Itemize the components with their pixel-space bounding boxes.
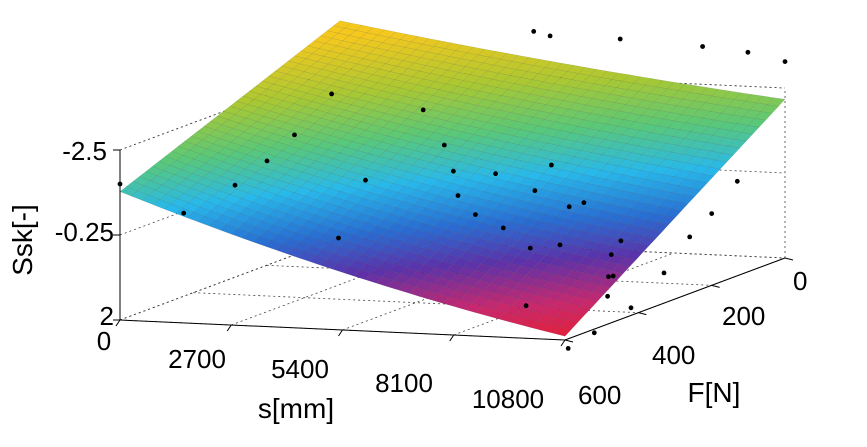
y-grid-line [266, 264, 712, 286]
data-point [557, 242, 563, 248]
data-point [605, 293, 610, 299]
data-point [549, 162, 554, 168]
data-point [292, 132, 297, 138]
data-point [608, 252, 614, 258]
data-point [363, 177, 368, 183]
data-point [500, 225, 506, 231]
x-tick-mark [338, 329, 343, 337]
scatter-points [117, 29, 788, 351]
data-point [232, 182, 238, 188]
x-tick-label: 2700 [168, 344, 226, 374]
data-point [523, 303, 529, 309]
z-tick-label: 2 [100, 301, 114, 331]
y-axis-title: F[N] [688, 377, 741, 408]
x-tick-mark [560, 339, 566, 347]
x-grid-line [453, 252, 674, 336]
y-tick-mark [784, 257, 794, 261]
axes-front-frame [113, 149, 794, 347]
x-tick-mark [115, 319, 121, 327]
y-tick-mark [711, 284, 720, 288]
data-point [336, 235, 341, 241]
y-grid-line [339, 237, 786, 259]
data-point [617, 36, 623, 42]
surface-patch [553, 326, 572, 337]
data-point [451, 168, 456, 174]
z-grid-line [339, 67, 786, 89]
data-point [473, 212, 478, 218]
data-point [117, 181, 123, 187]
x-tick-mark [449, 334, 455, 342]
y-tick-label: 200 [722, 301, 765, 331]
data-point [709, 211, 715, 217]
z-tick-label: -2.5 [62, 136, 107, 166]
data-point [532, 188, 538, 194]
y-tick-label: 600 [578, 380, 621, 410]
x-axis-ticks: 0 2700 5400 8100 10800 [97, 326, 544, 414]
x-axis-title: s[mm] [258, 393, 334, 424]
data-point [565, 346, 571, 351]
data-point [547, 33, 553, 39]
data-point [420, 107, 426, 113]
z-tick-label: -0.25 [55, 217, 114, 247]
data-point [700, 44, 705, 49]
x-tick-label: 8100 [375, 368, 433, 398]
y-tick-mark [564, 339, 574, 343]
data-point [610, 273, 616, 279]
data-point [745, 49, 751, 55]
data-point [618, 238, 624, 244]
data-point [527, 245, 533, 251]
data-point [531, 29, 537, 34]
x-tick-label: 10800 [472, 384, 544, 414]
data-point [455, 193, 461, 199]
data-point [606, 274, 611, 280]
surface-mesh [119, 20, 786, 337]
data-point [441, 142, 447, 148]
z-axis-title: Ssk[-] [7, 204, 38, 276]
data-point [181, 210, 187, 216]
data-point [493, 171, 498, 177]
y-axis-ticks: 0 200 400 600 [578, 266, 807, 410]
y-tick-label: 400 [652, 340, 695, 370]
data-point [581, 200, 587, 206]
y-tick-label: 0 [793, 266, 807, 296]
data-point [687, 234, 693, 240]
z-axis-ticks: -2.5 -0.25 2 [55, 136, 114, 331]
y-axis-line [564, 257, 786, 341]
data-point [264, 158, 270, 164]
data-point [329, 91, 334, 97]
x-tick-mark [226, 324, 232, 332]
data-point [734, 178, 740, 184]
data-point [628, 305, 634, 311]
x-tick-label: 5400 [271, 354, 329, 384]
data-point [566, 204, 572, 210]
x-tick-label: 0 [97, 326, 111, 356]
data-point [591, 330, 597, 336]
data-point [782, 59, 788, 64]
y-tick-mark [638, 312, 647, 316]
data-point [661, 270, 667, 276]
